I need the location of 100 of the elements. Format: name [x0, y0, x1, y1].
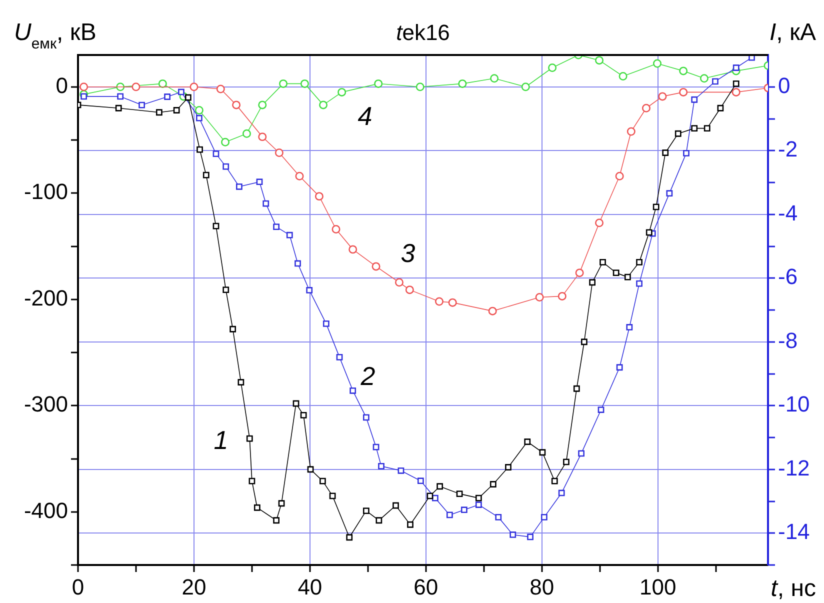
point: [636, 258, 642, 266]
point: [236, 183, 242, 190]
point: [510, 532, 516, 538]
point: [295, 172, 304, 180]
point: [314, 192, 324, 201]
point: [521, 82, 530, 92]
point: [679, 66, 688, 76]
point: [616, 364, 623, 371]
point: [212, 222, 220, 230]
y2-tick-label: -10: [778, 392, 810, 417]
point: [458, 79, 467, 88]
point: [624, 274, 631, 280]
x-tick-label: 60: [414, 574, 438, 600]
point: [196, 114, 202, 122]
point: [615, 172, 624, 180]
point: [704, 125, 710, 132]
point: [488, 306, 497, 316]
point: [416, 82, 424, 92]
point: [273, 517, 280, 524]
x-axis-title: t, нс: [770, 575, 816, 602]
y2-tick-label: 0: [778, 72, 790, 98]
point: [475, 502, 482, 508]
point: [184, 94, 192, 101]
point: [372, 262, 380, 271]
point: [524, 438, 531, 445]
point: [612, 270, 620, 276]
series-label: 2: [360, 361, 376, 392]
series-label: 1: [214, 425, 228, 456]
point: [378, 462, 384, 470]
point: [432, 494, 438, 502]
point: [732, 88, 740, 96]
point: [618, 72, 628, 80]
y-tick-label: -300: [24, 392, 68, 417]
point: [666, 190, 673, 197]
point: [558, 292, 566, 300]
y-tick-label: -200: [24, 285, 68, 310]
point: [434, 297, 444, 306]
point: [595, 218, 604, 228]
y-tick-label: -100: [24, 179, 68, 204]
point: [306, 287, 313, 294]
y2-tick-label: -14: [778, 519, 810, 544]
point: [350, 387, 356, 394]
point: [258, 132, 267, 142]
point: [362, 508, 370, 514]
point: [563, 458, 570, 466]
point: [732, 64, 740, 71]
point: [573, 385, 580, 392]
point: [535, 293, 544, 302]
point: [222, 163, 230, 170]
point: [336, 354, 343, 360]
point: [448, 298, 457, 307]
point: [691, 96, 698, 103]
point: [417, 478, 424, 484]
point: [405, 286, 414, 294]
point: [595, 56, 604, 65]
y2-tick-label: -4: [778, 200, 798, 226]
point: [262, 200, 270, 207]
point: [279, 79, 288, 88]
point: [307, 466, 314, 473]
point: [230, 326, 236, 332]
point: [551, 478, 558, 484]
point: [732, 80, 740, 87]
point: [222, 286, 230, 294]
point: [190, 82, 198, 92]
point: [490, 481, 496, 488]
x-tick-label: 40: [298, 574, 322, 600]
point: [242, 129, 251, 138]
point: [426, 492, 434, 500]
y-tick-label: -400: [24, 498, 68, 523]
point: [216, 84, 225, 94]
point: [539, 449, 546, 456]
y2-tick-label: -8: [778, 328, 798, 353]
y2-tick-label: -12: [778, 455, 810, 480]
point: [376, 517, 382, 524]
point: [653, 59, 662, 68]
point: [115, 104, 122, 112]
point: [372, 444, 380, 450]
point: [658, 92, 667, 101]
point: [642, 104, 650, 112]
y2-axis-title: I, кА: [769, 19, 816, 46]
point: [712, 78, 718, 85]
point: [273, 224, 280, 230]
point: [132, 82, 140, 92]
point: [540, 514, 548, 520]
point: [652, 204, 660, 210]
point: [446, 512, 453, 518]
point: [332, 225, 340, 234]
point: [460, 506, 468, 514]
point: [117, 93, 124, 100]
point: [490, 74, 499, 83]
point: [158, 79, 167, 88]
y2-tick-label: -6: [778, 264, 798, 290]
x-tick-label: 20: [182, 574, 206, 600]
point: [338, 88, 346, 96]
point: [691, 125, 698, 132]
point: [274, 148, 284, 157]
point: [392, 502, 399, 509]
point: [700, 74, 708, 83]
point: [221, 138, 230, 146]
point: [346, 534, 353, 541]
